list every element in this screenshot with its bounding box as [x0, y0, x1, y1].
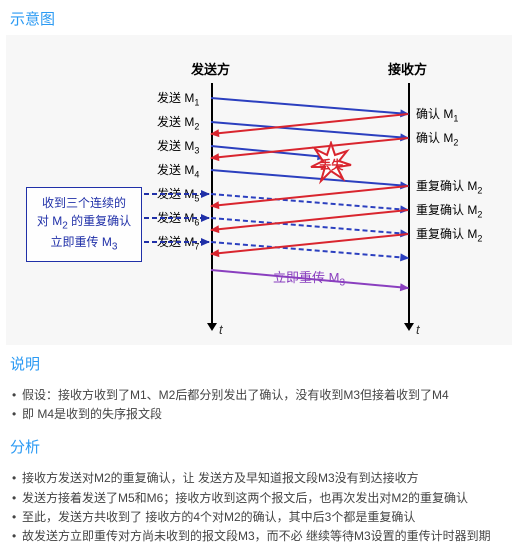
lost-label: 丢失 [319, 156, 343, 173]
retransmit-label: 立即重传 M3 [273, 267, 345, 289]
recv-event-1: 确认 M2 [416, 129, 458, 147]
note-connector-1 [144, 217, 209, 219]
analysis-item-0: 接收方发送对M2的重复确认，让 发送方及早知道报文段M3没有到达接收方 [16, 469, 502, 488]
desc-item-1: 即 M4是收到的失序报文段 [16, 405, 502, 424]
section-title-diagram: 示意图 [0, 0, 518, 35]
analysis-item-2: 至此，发送方共收到了 接收方的4个对M2的确认，其中后3个都是重复确认 [16, 508, 502, 527]
desc-item-0: 假设：接收方收到了M1、M2后都分别发出了确认，没有收到M3但接着收到了M4 [16, 386, 502, 405]
note-connector-2 [144, 241, 209, 243]
section-title-analysis: 分析 [0, 428, 518, 463]
note-box: 收到三个连续的对 M2 的重复确认立即重传 M3 [26, 187, 142, 262]
t-label-receiver: t [416, 322, 420, 337]
diagram-area: 发送方接收方tt发送 M1发送 M2发送 M3发送 M4发送 M5发送 M6发送… [6, 35, 512, 345]
sender-label: 发送方 [191, 59, 230, 78]
send-event-0: 发送 M1 [157, 89, 199, 107]
diagram-canvas: 发送方接收方tt发送 M1发送 M2发送 M3发送 M4发送 M5发送 M6发送… [16, 55, 506, 335]
recv-event-3: 重复确认 M2 [416, 201, 482, 219]
analysis-list: 接收方发送对M2的重复确认，让 发送方及早知道报文段M3没有到达接收方发送方接着… [0, 463, 518, 550]
section-title-desc: 说明 [0, 345, 518, 380]
recv-event-0: 确认 M1 [416, 105, 458, 123]
desc-list: 假设：接收方收到了M1、M2后都分别发出了确认，没有收到M3但接着收到了M4即 … [0, 380, 518, 428]
recv-event-4: 重复确认 M2 [416, 225, 482, 243]
send-event-2: 发送 M3 [157, 137, 199, 155]
recv-event-2: 重复确认 M2 [416, 177, 482, 195]
send-event-3: 发送 M4 [157, 161, 199, 179]
t-label-sender: t [219, 322, 223, 337]
send-arrow-0 [211, 97, 408, 115]
note-connector-0 [144, 193, 209, 195]
analysis-item-1: 发送方接着发送了M5和M6；接收方收到这两个报文后，也再次发出对M2的重复确认 [16, 489, 502, 508]
receiver-label: 接收方 [388, 59, 427, 78]
send-event-1: 发送 M2 [157, 113, 199, 131]
